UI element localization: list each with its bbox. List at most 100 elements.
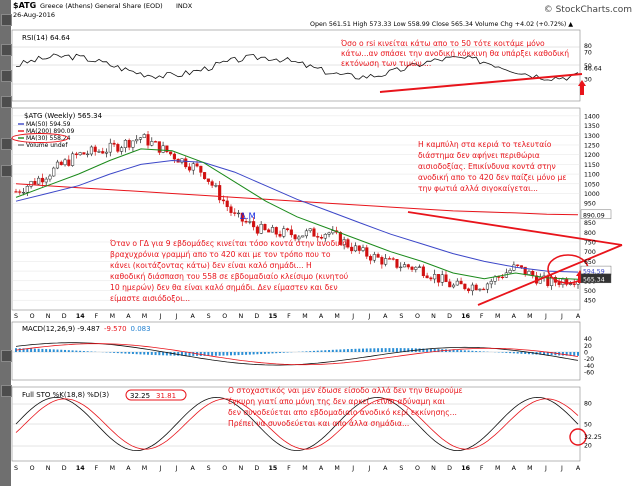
macd-bar <box>471 350 474 352</box>
candle-body <box>142 134 146 138</box>
sto-tick: 80 <box>584 401 592 408</box>
candle-body <box>387 258 391 260</box>
toolbar-button[interactable] <box>1 96 12 108</box>
candle-body <box>278 233 282 237</box>
macd-bar <box>18 348 21 352</box>
macd-bar <box>577 352 579 356</box>
candle-body <box>406 264 410 268</box>
macd-bar <box>165 352 168 356</box>
macd-tick: -20 <box>584 356 594 363</box>
macd-bar <box>188 352 191 356</box>
note-line: Όταν ο ΓΔ για 9 εβδομάδες κινείται τόσο … <box>109 239 347 248</box>
rsi-tick: 70 <box>584 50 592 57</box>
candle-body <box>25 186 29 193</box>
sto-tick: 32.25 <box>584 434 602 441</box>
macd-bar <box>312 350 315 352</box>
candle-body <box>59 161 63 166</box>
x-tick: A <box>190 313 195 320</box>
x-tick: A <box>190 465 195 472</box>
x-tick: S <box>207 465 211 472</box>
candle-body <box>44 178 48 183</box>
candle-body <box>395 259 399 268</box>
macd-bar <box>346 349 349 352</box>
macd-bar <box>369 348 372 352</box>
brand-watermark: © StockCharts.com <box>544 5 632 15</box>
x-tick: M <box>110 465 115 472</box>
rsi-tick: 50 <box>584 63 592 70</box>
legend-entry: MA(200) 890.09 <box>26 128 74 135</box>
macd-panel: MACD(12,26,9) -9.487 -9.570 0.083 40200-20… <box>11 321 594 381</box>
toolbar-button[interactable] <box>1 138 12 150</box>
macd-label: MACD(12,26,9) -9.487 -9.570 0.083 <box>22 325 151 333</box>
macd-value: -9.487 <box>77 325 100 333</box>
candle-body <box>259 224 263 234</box>
macd-bar <box>86 351 89 352</box>
x-tick: D <box>62 313 67 320</box>
candle-body <box>191 163 195 171</box>
macd-bar <box>373 348 376 352</box>
note-line: την φωτιά αλλά σιγοκαίγεται... <box>418 184 538 193</box>
macd-bar <box>237 352 240 356</box>
macd-tick: 20 <box>584 343 592 350</box>
toolbar-button[interactable] <box>1 385 12 397</box>
macd-bar <box>324 350 327 352</box>
candle-body <box>21 191 26 194</box>
macd-bar <box>30 348 33 352</box>
x-tick: A <box>126 465 131 472</box>
candle-body <box>71 153 75 166</box>
candle-body <box>203 172 207 180</box>
candle-body <box>402 264 407 268</box>
x-tick: N <box>431 313 436 320</box>
x-tick: M <box>110 313 115 320</box>
toolbar-button[interactable] <box>1 165 12 177</box>
macd-bar <box>48 349 51 352</box>
macd-bar <box>478 351 481 352</box>
macd-bar <box>82 351 85 352</box>
rsi-tick: 30 <box>584 76 592 83</box>
candle-body <box>236 212 241 215</box>
candle-body <box>429 277 433 280</box>
macd-bar <box>207 352 210 356</box>
candle-body <box>154 141 158 143</box>
candle-body <box>399 266 403 269</box>
x-tick: A <box>576 313 581 320</box>
ma200-tag: 890.09 <box>583 212 605 219</box>
price-note-left: Όταν ο ΓΔ για 9 εβδομάδες κινείται τόσο … <box>109 239 348 303</box>
candle-body <box>244 221 248 223</box>
x-tick: A <box>383 465 388 472</box>
sto-values-highlight <box>125 389 187 401</box>
x-tick: O <box>30 465 35 472</box>
x-tick: J <box>159 465 162 472</box>
candle-body <box>519 265 523 268</box>
toolbar-button[interactable] <box>1 70 12 82</box>
macd-bar <box>275 352 278 354</box>
candle-body <box>319 237 324 239</box>
x-tick: 16 <box>461 465 470 472</box>
toolbar-button[interactable] <box>1 44 12 56</box>
note-line: Όσο ο rsi κινείται κάτω απο το 50 τότε κ… <box>340 39 545 48</box>
candle-body <box>501 276 505 279</box>
note-line: εκτόνωση των τιμών.... <box>341 59 431 68</box>
x-tick: S <box>399 313 403 320</box>
x-tick: D <box>447 313 452 320</box>
price-tick: 1100 <box>584 172 600 179</box>
x-tick: D <box>254 465 259 472</box>
description: Greece (Athens) General Share (EOD) <box>40 2 163 10</box>
toolbar-button[interactable] <box>1 350 12 362</box>
macd-bar <box>467 350 470 352</box>
macd-bar <box>71 350 74 352</box>
x-tick: M <box>142 313 147 320</box>
ma30-line <box>15 148 579 280</box>
macd-signal-value: -9.570 <box>104 325 127 333</box>
macd-bar <box>199 352 202 356</box>
macd-tick: -60 <box>584 370 594 377</box>
ma200-line <box>15 183 579 216</box>
macd-bar <box>448 349 451 352</box>
macd-bar <box>113 352 116 353</box>
macd-bar <box>456 349 459 352</box>
x-tick: M <box>334 465 339 472</box>
candle-body <box>451 284 456 288</box>
toolbar-button[interactable] <box>1 14 12 26</box>
candle-body <box>210 181 214 186</box>
